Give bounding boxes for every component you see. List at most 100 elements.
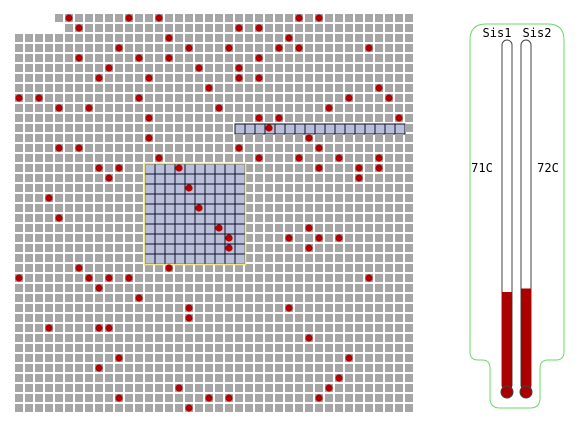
grid-cell[interactable] xyxy=(335,44,343,52)
grid-cell[interactable] xyxy=(275,394,283,402)
grid-cell[interactable] xyxy=(65,164,73,172)
grid-cell[interactable] xyxy=(335,324,343,332)
grid-cell[interactable] xyxy=(315,94,323,102)
grid-cell[interactable] xyxy=(355,114,363,122)
red-dot[interactable] xyxy=(195,64,203,72)
grid-cell[interactable] xyxy=(245,94,253,102)
grid-cell[interactable] xyxy=(405,274,413,282)
grid-cell[interactable] xyxy=(315,404,323,412)
grid-cell[interactable] xyxy=(365,134,373,142)
grid-cell[interactable] xyxy=(125,314,133,322)
grid-cell[interactable] xyxy=(215,394,223,402)
grid-cell[interactable] xyxy=(325,284,333,292)
grid-cell[interactable] xyxy=(135,274,143,282)
grid-cell[interactable] xyxy=(55,334,63,342)
red-dot[interactable] xyxy=(355,164,363,172)
grid-cell[interactable] xyxy=(265,204,273,212)
grid-cell[interactable] xyxy=(275,204,283,212)
selected-cell[interactable] xyxy=(174,223,186,235)
grid-cell[interactable] xyxy=(135,344,143,352)
grid-cell[interactable] xyxy=(125,294,133,302)
grid-cell[interactable] xyxy=(65,224,73,232)
grid-cell[interactable] xyxy=(35,214,43,222)
red-dot[interactable] xyxy=(125,274,133,282)
grid-cell[interactable] xyxy=(305,314,313,322)
grid-cell[interactable] xyxy=(385,264,393,272)
grid-cell[interactable] xyxy=(115,184,123,192)
grid-cell[interactable] xyxy=(375,64,383,72)
grid-cell[interactable] xyxy=(305,84,313,92)
grid-cell[interactable] xyxy=(115,224,123,232)
grid-cell[interactable] xyxy=(395,234,403,242)
grid-cell[interactable] xyxy=(195,84,203,92)
selected-cell[interactable] xyxy=(174,253,186,265)
grid-cell[interactable] xyxy=(155,324,163,332)
grid-cell[interactable] xyxy=(135,314,143,322)
grid-cell[interactable] xyxy=(15,114,23,122)
grid-cell[interactable] xyxy=(155,284,163,292)
grid-cell[interactable] xyxy=(215,364,223,372)
grid-cell[interactable] xyxy=(315,84,323,92)
grid-cell[interactable] xyxy=(235,384,243,392)
grid-cell[interactable] xyxy=(385,234,393,242)
grid-cell[interactable] xyxy=(225,54,233,62)
selected-cell[interactable] xyxy=(214,233,226,245)
grid-cell[interactable] xyxy=(375,134,383,142)
grid-cell[interactable] xyxy=(55,184,63,192)
grid-cell[interactable] xyxy=(65,354,73,362)
grid-cell[interactable] xyxy=(395,374,403,382)
grid-cell[interactable] xyxy=(175,314,183,322)
grid-cell[interactable] xyxy=(185,134,193,142)
red-dot[interactable] xyxy=(135,94,143,102)
grid-cell[interactable] xyxy=(45,144,53,152)
grid-cell[interactable] xyxy=(175,344,183,352)
grid-cell[interactable] xyxy=(185,294,193,302)
grid-cell[interactable] xyxy=(105,184,113,192)
grid-cell[interactable] xyxy=(225,124,233,132)
grid-cell[interactable] xyxy=(355,354,363,362)
grid-cell[interactable] xyxy=(155,124,163,132)
grid-cell[interactable] xyxy=(145,274,153,282)
grid-cell[interactable] xyxy=(375,374,383,382)
grid-cell[interactable] xyxy=(115,154,123,162)
grid-cell[interactable] xyxy=(55,54,63,62)
grid-cell[interactable] xyxy=(115,114,123,122)
highlighted-cell[interactable] xyxy=(374,123,386,135)
red-dot[interactable] xyxy=(105,274,113,282)
grid-cell[interactable] xyxy=(245,314,253,322)
grid-cell[interactable] xyxy=(325,304,333,312)
selected-cell[interactable] xyxy=(184,233,196,245)
grid-cell[interactable] xyxy=(335,64,343,72)
grid-cell[interactable] xyxy=(285,144,293,152)
grid-cell[interactable] xyxy=(405,314,413,322)
grid-cell[interactable] xyxy=(165,154,173,162)
grid-cell[interactable] xyxy=(105,94,113,102)
grid-cell[interactable] xyxy=(275,314,283,322)
grid-cell[interactable] xyxy=(165,24,173,32)
selected-cell[interactable] xyxy=(154,203,166,215)
grid-cell[interactable] xyxy=(405,84,413,92)
red-dot[interactable] xyxy=(175,164,183,172)
grid-cell[interactable] xyxy=(265,314,273,322)
grid-cell[interactable] xyxy=(155,304,163,312)
grid-cell[interactable] xyxy=(65,264,73,272)
grid-cell[interactable] xyxy=(45,224,53,232)
grid-cell[interactable] xyxy=(365,84,373,92)
grid-cell[interactable] xyxy=(125,304,133,312)
grid-cell[interactable] xyxy=(355,384,363,392)
grid-cell[interactable] xyxy=(325,44,333,52)
grid-cell[interactable] xyxy=(355,304,363,312)
grid-cell[interactable] xyxy=(335,94,343,102)
grid-cell[interactable] xyxy=(315,34,323,42)
grid-cell[interactable] xyxy=(105,364,113,372)
grid-cell[interactable] xyxy=(115,304,123,312)
grid-cell[interactable] xyxy=(105,154,113,162)
grid-cell[interactable] xyxy=(245,404,253,412)
red-dot[interactable] xyxy=(335,234,343,242)
grid-cell[interactable] xyxy=(25,194,33,202)
grid-cell[interactable] xyxy=(15,104,23,112)
grid-cell[interactable] xyxy=(85,324,93,332)
grid-cell[interactable] xyxy=(405,394,413,402)
grid-cell[interactable] xyxy=(65,294,73,302)
grid-cell[interactable] xyxy=(55,84,63,92)
